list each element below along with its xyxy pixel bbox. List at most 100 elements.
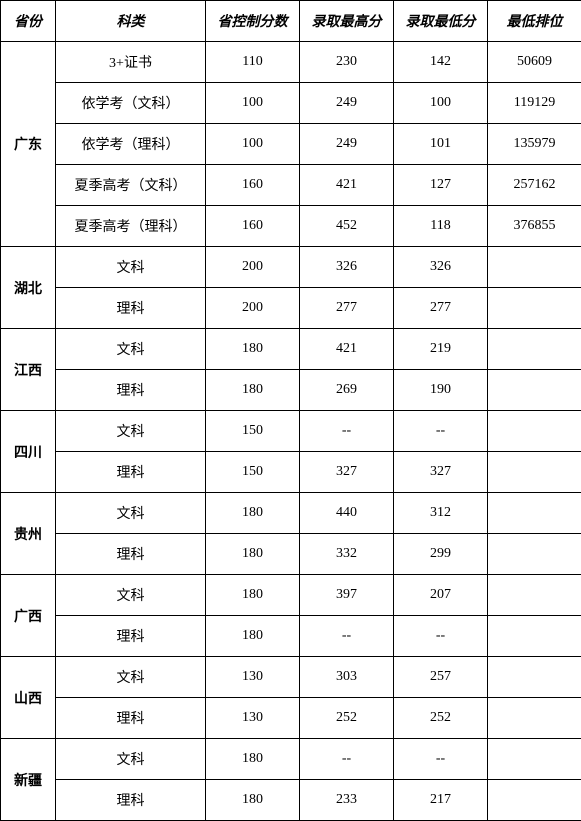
table-row: 贵州文科180440312 [1,493,581,534]
header-min-rank: 最低排位 [488,1,581,42]
min-score-cell: 127 [394,165,488,206]
control-score-cell: 180 [206,780,300,821]
province-cell: 山西 [1,657,56,739]
min-rank-cell [488,411,581,452]
table-row: 广西文科180397207 [1,575,581,616]
province-cell: 广西 [1,575,56,657]
category-cell: 依学考（理科） [56,124,206,165]
max-score-cell: 332 [300,534,394,575]
table-row: 依学考（文科）100249100119129 [1,83,581,124]
control-score-cell: 100 [206,83,300,124]
header-category: 科类 [56,1,206,42]
min-rank-cell [488,575,581,616]
min-score-cell: 312 [394,493,488,534]
province-cell: 广东 [1,42,56,247]
min-rank-cell [488,452,581,493]
max-score-cell: 452 [300,206,394,247]
min-score-cell: 101 [394,124,488,165]
max-score-cell: 326 [300,247,394,288]
min-score-cell: -- [394,411,488,452]
min-score-cell: -- [394,739,488,780]
header-control-score: 省控制分数 [206,1,300,42]
control-score-cell: 200 [206,247,300,288]
min-rank-cell [488,616,581,657]
table-row: 江西文科180421219 [1,329,581,370]
max-score-cell: 252 [300,698,394,739]
category-cell: 依学考（文科） [56,83,206,124]
control-score-cell: 110 [206,42,300,83]
category-cell: 理科 [56,698,206,739]
category-cell: 理科 [56,616,206,657]
min-rank-cell [488,329,581,370]
category-cell: 理科 [56,288,206,329]
control-score-cell: 160 [206,165,300,206]
min-score-cell: 277 [394,288,488,329]
min-rank-cell [488,370,581,411]
table-row: 新疆文科180---- [1,739,581,780]
max-score-cell: 269 [300,370,394,411]
min-rank-cell [488,657,581,698]
table-row: 理科150327327 [1,452,581,493]
max-score-cell: -- [300,616,394,657]
table-row: 广东3+证书11023014250609 [1,42,581,83]
min-rank-cell: 50609 [488,42,581,83]
max-score-cell: 249 [300,83,394,124]
table-body: 广东3+证书11023014250609依学考（文科）1002491001191… [1,42,581,821]
max-score-cell: 303 [300,657,394,698]
province-cell: 湖北 [1,247,56,329]
max-score-cell: 421 [300,329,394,370]
category-cell: 文科 [56,493,206,534]
max-score-cell: 421 [300,165,394,206]
max-score-cell: 230 [300,42,394,83]
table-row: 夏季高考（理科）160452118376855 [1,206,581,247]
min-score-cell: 100 [394,83,488,124]
table-row: 湖北文科200326326 [1,247,581,288]
min-rank-cell [488,739,581,780]
max-score-cell: -- [300,411,394,452]
control-score-cell: 180 [206,370,300,411]
category-cell: 文科 [56,329,206,370]
min-rank-cell [488,247,581,288]
header-province: 省份 [1,1,56,42]
min-score-cell: 217 [394,780,488,821]
header-max-score: 录取最高分 [300,1,394,42]
min-rank-cell: 119129 [488,83,581,124]
control-score-cell: 180 [206,739,300,780]
max-score-cell: 249 [300,124,394,165]
min-rank-cell [488,493,581,534]
category-cell: 文科 [56,657,206,698]
province-cell: 四川 [1,411,56,493]
province-cell: 江西 [1,329,56,411]
control-score-cell: 150 [206,452,300,493]
min-rank-cell: 376855 [488,206,581,247]
control-score-cell: 180 [206,493,300,534]
category-cell: 夏季高考（理科） [56,206,206,247]
category-cell: 文科 [56,575,206,616]
control-score-cell: 130 [206,657,300,698]
min-rank-cell [488,288,581,329]
control-score-cell: 130 [206,698,300,739]
category-cell: 理科 [56,452,206,493]
max-score-cell: 233 [300,780,394,821]
control-score-cell: 180 [206,534,300,575]
min-score-cell: 299 [394,534,488,575]
max-score-cell: 440 [300,493,394,534]
min-rank-cell [488,780,581,821]
category-cell: 文科 [56,739,206,780]
min-rank-cell [488,534,581,575]
category-cell: 文科 [56,411,206,452]
min-score-cell: 327 [394,452,488,493]
category-cell: 3+证书 [56,42,206,83]
max-score-cell: 327 [300,452,394,493]
score-table: 省份 科类 省控制分数 录取最高分 录取最低分 最低排位 广东3+证书11023… [0,0,581,821]
max-score-cell: 397 [300,575,394,616]
control-score-cell: 100 [206,124,300,165]
control-score-cell: 180 [206,575,300,616]
min-rank-cell: 135979 [488,124,581,165]
province-cell: 新疆 [1,739,56,821]
min-score-cell: 190 [394,370,488,411]
control-score-cell: 160 [206,206,300,247]
min-score-cell: 207 [394,575,488,616]
min-score-cell: 142 [394,42,488,83]
control-score-cell: 200 [206,288,300,329]
